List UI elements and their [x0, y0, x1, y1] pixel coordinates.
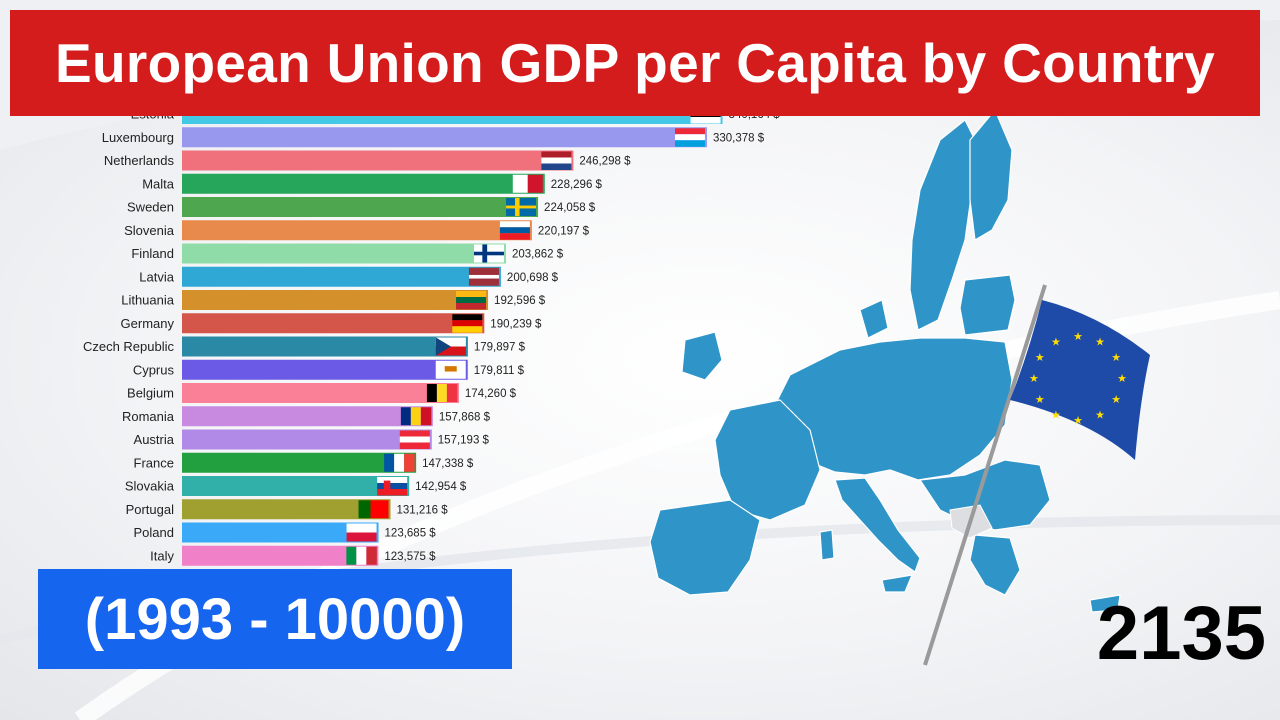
flag-fr-icon [384, 453, 415, 472]
category-label: Slovakia [125, 479, 175, 494]
flag-de-icon [452, 314, 483, 333]
value-label: 179,897 $ [474, 342, 526, 354]
flag-it-icon [346, 546, 377, 565]
bar-malta [182, 173, 545, 194]
star-icon: ★ [1117, 372, 1127, 385]
value-label: 203,862 $ [512, 249, 564, 261]
chart-title: European Union GDP per Capita by Country [55, 32, 1215, 94]
value-label: 190,239 $ [490, 318, 542, 330]
flag-sk-icon [377, 477, 408, 496]
star-icon: ★ [1073, 414, 1083, 427]
value-label: 157,868 $ [439, 411, 491, 423]
star-icon: ★ [1035, 393, 1045, 406]
value-label: 123,575 $ [384, 551, 436, 563]
bar-luxembourg [182, 127, 707, 148]
flag-pole [923, 284, 1047, 666]
value-label: 157,193 $ [438, 435, 490, 447]
category-label: Lithuania [121, 293, 175, 308]
bar-lithuania [182, 290, 489, 310]
value-label: 228,296 $ [551, 179, 603, 191]
star-icon: ★ [1073, 330, 1083, 343]
flag-cy-icon [435, 360, 466, 379]
category-label: Finland [131, 246, 174, 261]
sardinia-shape [819, 529, 835, 561]
category-label: Luxembourg [102, 130, 174, 145]
flag-ro-icon [400, 407, 432, 426]
star-icon: ★ [1029, 372, 1039, 385]
value-label: 131,216 $ [397, 504, 449, 516]
value-label: 179,811 $ [474, 365, 525, 377]
star-icon: ★ [1111, 351, 1121, 364]
bar-germany [182, 313, 485, 334]
value-label: 246,298 $ [579, 156, 631, 168]
value-label: 224,058 $ [544, 202, 596, 214]
bar-slovenia [182, 220, 532, 241]
value-label: 200,698 $ [507, 272, 559, 284]
value-label: 142,954 $ [415, 481, 467, 493]
value-label: 330,378 $ [713, 132, 765, 144]
flag-si-icon [499, 221, 530, 240]
flag-mt-icon [512, 174, 543, 193]
title-banner: European Union GDP per Capita by Country [10, 10, 1260, 116]
category-label: Poland [134, 525, 174, 540]
flag-at-icon [399, 430, 430, 449]
star-icon: ★ [1095, 408, 1105, 421]
category-label: Malta [142, 176, 175, 191]
category-label: Latvia [139, 269, 174, 284]
flag-pt-icon [358, 500, 389, 519]
bar-latvia [182, 266, 501, 287]
flag-lv-icon [468, 267, 499, 286]
category-label: Belgium [127, 386, 174, 401]
value-label: 174,260 $ [465, 388, 517, 400]
value-label: 220,197 $ [538, 225, 590, 237]
flag-cz-icon [435, 337, 466, 356]
bar-austria [182, 429, 432, 450]
bar-czech-republic [182, 336, 468, 357]
category-label: Romania [122, 409, 175, 424]
denmark-shape [859, 299, 889, 339]
bar-slovakia [182, 476, 410, 496]
flag-nl-icon [541, 151, 572, 170]
category-label: Cyprus [133, 362, 175, 377]
bar-finland [182, 243, 506, 264]
bar-sweden [182, 197, 539, 217]
category-label: Slovenia [124, 223, 175, 238]
star-icon: ★ [1095, 336, 1105, 349]
star-icon: ★ [1111, 393, 1121, 406]
category-label: Austria [134, 432, 175, 447]
value-label: 123,685 $ [385, 528, 437, 540]
flag-lu-icon [675, 128, 705, 147]
flag-be-icon [426, 384, 458, 402]
year-range-box: (1993 - 10000) [38, 569, 512, 669]
star-icon: ★ [1051, 336, 1061, 349]
flag-se-icon [506, 198, 537, 216]
category-label: Germany [121, 316, 175, 331]
bar-romania [182, 406, 433, 427]
flag-fi-icon [473, 244, 504, 263]
category-label: France [134, 455, 174, 470]
flag-pl-icon [346, 523, 377, 542]
category-label: Sweden [127, 200, 174, 215]
value-label: 147,338 $ [422, 458, 474, 470]
value-label: 192,596 $ [494, 295, 546, 307]
star-icon: ★ [1051, 408, 1061, 421]
category-label: Italy [150, 548, 174, 563]
category-label: Netherlands [104, 153, 175, 168]
category-label: Czech Republic [83, 339, 175, 354]
current-year: 2135 [1096, 591, 1266, 676]
bar-cyprus [182, 359, 468, 380]
flag-lt-icon [456, 291, 487, 310]
bar-belgium [182, 383, 459, 403]
year-range-label: (1993 - 10000) [84, 586, 466, 652]
category-label: Portugal [126, 502, 175, 517]
star-icon: ★ [1035, 351, 1045, 364]
finland-shape [969, 109, 1013, 241]
bar-france [182, 452, 417, 473]
bar-netherlands [182, 150, 574, 171]
